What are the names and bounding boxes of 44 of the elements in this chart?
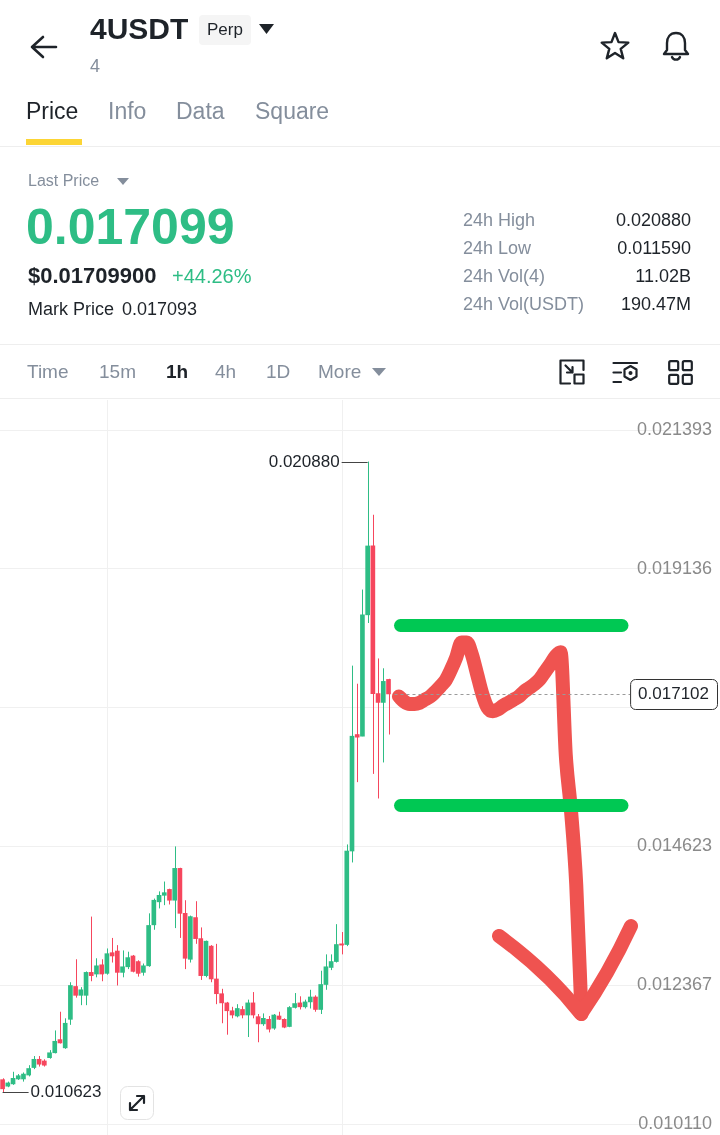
y-tick-label: 0.010110 — [638, 1112, 712, 1133]
text: $0.01709900 — [28, 262, 157, 290]
text: Perp — [207, 19, 243, 41]
text: 0.017093 — [122, 299, 198, 321]
text: 24h Vol(USDT) — [463, 294, 585, 316]
text: Time — [27, 360, 69, 384]
candlestick — [354, 683, 360, 783]
candlestick — [94, 957, 99, 978]
text: 15m — [99, 360, 136, 384]
text: Info — [108, 98, 147, 126]
text: 1D — [266, 360, 291, 384]
candlestick — [386, 678, 391, 736]
y-tick-label: 0.019136 — [636, 557, 712, 578]
text: Price — [26, 98, 79, 126]
chart-title: 4USDT — [90, 11, 189, 47]
y-tick-label: 0.021393 — [636, 418, 712, 439]
candlestick — [73, 958, 78, 999]
text: 1h — [166, 360, 189, 384]
text: 24h High — [463, 210, 536, 232]
candlestick — [380, 667, 386, 763]
text: Square — [255, 98, 330, 126]
ref-line-label: 0.017102 — [638, 684, 709, 704]
y-tick-label: 0.014623 — [636, 835, 712, 856]
text: +44.26% — [172, 264, 252, 288]
annotation: 0.010623 — [30, 1082, 102, 1102]
candlestick — [88, 916, 94, 982]
text: More — [318, 360, 362, 384]
text: Last Price — [28, 171, 100, 191]
text: Data — [176, 98, 225, 126]
annotation: 0.020880 — [268, 452, 340, 472]
text: 4h — [215, 360, 237, 384]
text: 11.02B — [635, 266, 691, 288]
candlestick — [99, 958, 105, 982]
chart-subtitle: 4 — [90, 56, 101, 78]
text: 24h Low — [463, 238, 532, 260]
candlestick — [245, 999, 251, 1038]
text: 190.47M — [620, 294, 691, 316]
candlestick — [161, 881, 167, 906]
text: Mark Price — [28, 299, 115, 321]
text: 0.011590 — [617, 238, 691, 260]
text: 0.020880 — [615, 210, 691, 232]
y-tick-label: 0.012367 — [636, 974, 712, 995]
text: 24h Vol(4) — [463, 266, 546, 288]
text: 0.017099 — [26, 198, 235, 257]
